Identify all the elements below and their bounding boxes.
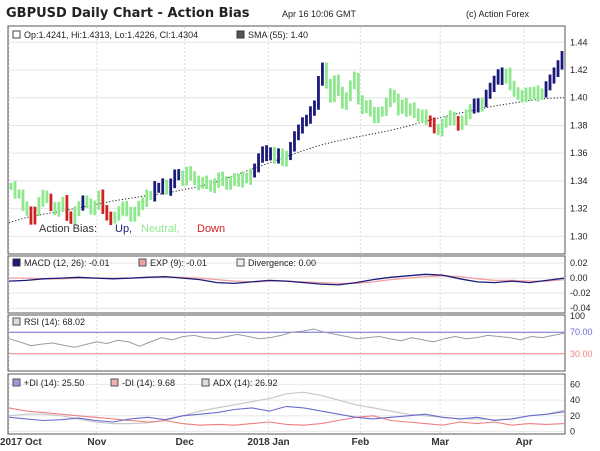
macd-y-tick-label: 0.00 [570, 273, 588, 283]
ohlc-legend: Op:1.4241, Hi:1.4313, Lo:1.4226, Cl:1.43… [24, 30, 198, 40]
price-y-tick-label: 1.40 [570, 93, 588, 103]
sma-legend-swatch [236, 30, 245, 39]
rsi-y-tick-label: 30.00 [570, 349, 593, 359]
rsi-legend: RSI (14): 68.02 [24, 317, 85, 327]
adx-y-tick-label: 40 [570, 395, 580, 405]
chart-header: GBPUSD Daily Chart - Action Bias Apr 16 … [0, 0, 600, 26]
mdi-line [8, 407, 565, 426]
adx-y-tick-label: 60 [570, 379, 580, 389]
divergence-legend: Divergence: 0.00 [248, 258, 316, 268]
chart-datetime: Apr 16 10:06 GMT [282, 9, 357, 19]
macd-legend-swatch [12, 258, 21, 267]
mdi-legend-swatch [110, 378, 119, 387]
rsi-y-tick-label: 100 [570, 311, 585, 321]
x-tick-label: Mar [431, 437, 449, 448]
x-tick-label: Apr [515, 437, 532, 448]
macd-line [8, 273, 565, 286]
price-y-tick-label: 1.36 [570, 148, 588, 158]
price-bars [8, 51, 565, 226]
macd-panel [7, 255, 566, 314]
divergence-legend-swatch [236, 258, 245, 267]
bias-label: Action Bias: [39, 223, 97, 235]
x-tick-label: Nov [87, 437, 106, 448]
x-tick-label: Feb [351, 437, 369, 448]
exp-legend-swatch [138, 258, 147, 267]
axis-labels: 1.44 1.42 1.40 1.38 1.36 1.34 1.32 1.30 0.02 0.00… [0, 37, 593, 448]
price-y-tick-label: 1.38 [570, 120, 588, 130]
ohlc-legend-swatch [12, 30, 21, 39]
pdi-legend-swatch [12, 378, 21, 387]
exp-legend: EXP (9): -0.01 [150, 258, 207, 268]
rsi-legend-swatch [12, 317, 21, 326]
price-y-tick-label: 1.44 [570, 37, 588, 47]
price-panel [7, 25, 566, 255]
rsi-y-tick-label: 70.00 [570, 327, 593, 337]
pdi-legend: +DI (14): 25.50 [24, 378, 84, 388]
rsi-line [8, 328, 565, 348]
pdi-line [8, 405, 565, 423]
adx-panel [7, 373, 566, 435]
macd-y-tick-label: 0.02 [570, 258, 588, 268]
macd-y-tick-label: -0.02 [570, 288, 591, 298]
price-y-tick-label: 1.32 [570, 204, 588, 214]
adx-legend-swatch [201, 378, 210, 387]
adx-y-tick-label: 0 [570, 426, 575, 436]
macd-legend: MACD (12, 26): -0.01 [24, 258, 110, 268]
bias-neutral-label: Neutral, [141, 223, 180, 235]
x-tick-label: 2018 Jan [247, 437, 289, 448]
bias-up-label: Up, [115, 223, 132, 235]
adx-y-tick-label: 20 [570, 411, 580, 421]
chart-title: GBPUSD Daily Chart - Action Bias [6, 6, 250, 21]
bias-down-label: Down [197, 223, 225, 235]
mdi-legend: -DI (14): 9.68 [122, 378, 175, 388]
price-y-tick-label: 1.30 [570, 231, 588, 241]
sma-legend: SMA (55): 1.40 [248, 30, 308, 40]
macd-y-tick-label: -0.04 [570, 303, 591, 313]
adx-legend: ADX (14): 26.92 [213, 378, 278, 388]
adx-line [8, 391, 565, 425]
price-y-tick-label: 1.34 [570, 176, 588, 186]
chart-credit: (c) Action Forex [466, 9, 530, 19]
x-tick-label: Dec [176, 437, 195, 448]
indicator-lines [8, 273, 565, 426]
x-tick-label: 2017 Oct [0, 437, 42, 448]
price-y-tick-label: 1.42 [570, 65, 588, 75]
